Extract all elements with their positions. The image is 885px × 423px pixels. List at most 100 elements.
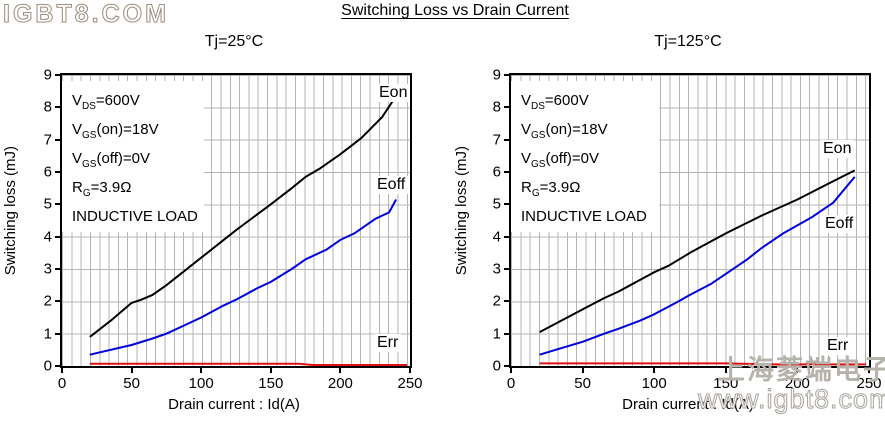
watermark-site-url: www.igbt8.com	[698, 384, 885, 415]
x-axis-tick	[61, 368, 63, 373]
y-axis-tick	[504, 171, 509, 173]
x-tick-label: 0	[57, 375, 67, 392]
condition-text: =3.9Ω	[539, 179, 581, 196]
condition-subscript: G	[531, 188, 540, 199]
condition-text: V	[521, 92, 532, 109]
y-tick-label: 8	[492, 98, 501, 116]
curves-svg	[89, 95, 408, 366]
x-axis-tick	[653, 368, 656, 373]
x-tick-label: 150	[713, 375, 739, 392]
x-tick-label: 50	[123, 375, 140, 392]
y-tick-label: 0	[43, 357, 52, 375]
x-tick-label: 0	[506, 375, 516, 392]
y-tick-label: 6	[43, 163, 52, 181]
chart-tj125: Tj=125°C Switching loss (mJ) 0 50 100 150 20…	[443, 0, 885, 423]
chart-subtitle: Tj=25°C	[204, 33, 264, 50]
plot-area: 0 50 100 150 200 250 0 1 2 3 4 5 6 7 8 9 VDS=600V VGS(on)…	[493, 67, 882, 393]
y-tick-label: 1	[43, 325, 52, 343]
y-axis-tick	[55, 300, 60, 303]
test-conditions-box: VDS=600V VGS(on)=18V VGS(off)=0V RG=3.9Ω IND…	[62, 81, 204, 232]
y-axis-tick	[55, 171, 60, 173]
series-label-eoff: Eoff	[822, 215, 857, 233]
condition-line: VDS=600V	[72, 89, 204, 118]
y-axis-label: Switching loss (mJ)	[2, 146, 19, 276]
y-axis-tick	[55, 138, 60, 141]
series-curve-eoff	[539, 176, 856, 356]
y-axis-tick	[504, 106, 509, 109]
series-label-err: Err	[374, 334, 402, 352]
x-tick-label: 100	[188, 375, 214, 392]
y-tick-label: 7	[492, 131, 501, 149]
y-tick-label: 3	[43, 260, 52, 278]
x-tick-label: 200	[327, 375, 353, 392]
condition-text: =600V	[95, 92, 140, 109]
x-tick-label: 150	[258, 375, 284, 392]
condition-text: INDUCTIVE LOAD	[72, 208, 198, 225]
y-axis-tick	[504, 300, 509, 303]
x-tick-label: 100	[641, 375, 667, 392]
y-tick-label: 5	[492, 195, 501, 213]
watermark-chinese: 上海菱端电子	[718, 355, 885, 385]
condition-text: V	[521, 150, 532, 167]
condition-line: VGS(off)=0V	[72, 147, 204, 176]
x-axis-tick	[409, 368, 411, 373]
condition-text: V	[72, 150, 83, 167]
curves-svg	[539, 169, 867, 366]
y-axis-tick	[504, 138, 509, 141]
y-tick-label: 1	[492, 325, 501, 343]
y-axis-tick	[504, 203, 509, 206]
test-conditions-box: VDS=600V VGS(on)=18V VGS(off)=0V RG=3.9Ω IND…	[511, 81, 659, 232]
x-axis-tick	[339, 368, 342, 373]
series-curve-eon	[539, 169, 856, 333]
x-tick-label: 250	[397, 375, 423, 392]
condition-subscript: GS	[82, 159, 97, 170]
y-tick-label: 6	[492, 163, 501, 181]
y-tick-label: 9	[43, 66, 52, 84]
condition-subscript: DS	[82, 101, 96, 112]
y-axis-tick	[55, 74, 60, 76]
condition-text: (off)=0V	[96, 150, 150, 167]
condition-line: VDS=600V	[521, 89, 659, 118]
condition-line: INDUCTIVE LOAD	[72, 205, 204, 228]
y-tick-label: 0	[492, 357, 501, 375]
series-curve-eon	[89, 95, 397, 338]
condition-subscript: GS	[531, 159, 546, 170]
condition-text: V	[521, 121, 532, 138]
x-axis-tick	[130, 368, 133, 373]
condition-text: (on)=18V	[545, 121, 608, 138]
series-label-err: Err	[824, 337, 852, 355]
y-axis-tick	[504, 235, 509, 238]
x-tick-label: 200	[784, 375, 810, 392]
condition-line: VGS(on)=18V	[72, 118, 204, 147]
x-tick-label: 250	[856, 375, 882, 392]
y-axis-tick	[55, 365, 60, 367]
x-axis-tick	[269, 368, 272, 373]
x-tick-label: 50	[574, 375, 591, 392]
condition-line: RG=3.9Ω	[72, 176, 204, 205]
condition-text: =600V	[544, 92, 589, 109]
condition-text: INDUCTIVE LOAD	[521, 208, 647, 225]
page-title: Switching Loss vs Drain Current	[341, 2, 569, 19]
y-tick-label: 8	[43, 98, 52, 116]
condition-text: R	[521, 179, 532, 196]
y-axis-tick	[55, 106, 60, 109]
condition-text: (off)=0V	[545, 150, 599, 167]
x-axis-tick	[581, 368, 584, 373]
series-curve-err	[539, 362, 867, 366]
condition-subscript: DS	[531, 101, 545, 112]
condition-subscript: G	[82, 188, 91, 199]
y-tick-label: 2	[492, 292, 501, 310]
x-axis-label: Drain current : Id(A)	[622, 396, 754, 413]
condition-text: V	[72, 121, 83, 138]
x-axis-tick	[200, 368, 203, 373]
series-curve-eoff	[89, 199, 397, 356]
x-axis-tick	[724, 368, 727, 373]
condition-line: VGS(off)=0V	[521, 147, 659, 176]
watermark-igbt8-logo: IGBT8.COM	[3, 0, 169, 29]
x-axis-tick	[510, 368, 512, 373]
condition-text: (on)=18V	[96, 121, 159, 138]
x-axis-tick	[868, 368, 870, 373]
condition-line: RG=3.9Ω	[521, 176, 659, 205]
series-label-eon: Eon	[820, 140, 855, 158]
